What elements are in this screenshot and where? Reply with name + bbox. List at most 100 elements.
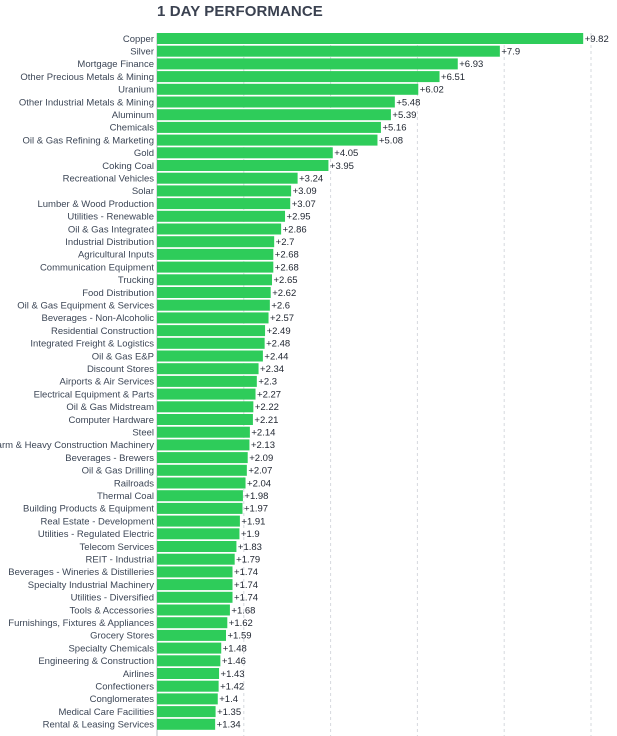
- bar[interactable]: [157, 642, 222, 654]
- bar[interactable]: [157, 109, 391, 121]
- bar[interactable]: [157, 363, 259, 375]
- value-label: +1.62: [229, 618, 253, 629]
- bar[interactable]: [157, 45, 500, 57]
- bar[interactable]: [157, 604, 230, 616]
- value-label: +1.79: [236, 555, 260, 566]
- bar[interactable]: [157, 566, 233, 578]
- value-label: +2.86: [283, 224, 307, 235]
- bar[interactable]: [157, 388, 256, 400]
- bar[interactable]: [157, 261, 274, 273]
- bar[interactable]: [157, 426, 250, 438]
- bar[interactable]: [157, 515, 240, 527]
- bar[interactable]: [157, 325, 266, 337]
- bar[interactable]: [157, 33, 584, 44]
- value-label: +2.34: [260, 364, 284, 375]
- bar[interactable]: [157, 528, 240, 540]
- bar[interactable]: [157, 617, 228, 629]
- bar[interactable]: [157, 185, 292, 197]
- value-label: +1.48: [223, 643, 247, 654]
- bar[interactable]: [157, 312, 269, 324]
- category-label: Electrical Equipment & Parts: [34, 389, 155, 400]
- bar[interactable]: [157, 706, 216, 718]
- value-label: +1.83: [238, 542, 262, 553]
- bar[interactable]: [157, 629, 227, 641]
- bar[interactable]: [157, 502, 243, 514]
- bar[interactable]: [157, 83, 419, 95]
- bar[interactable]: [157, 210, 286, 222]
- bar[interactable]: [157, 274, 273, 286]
- bar[interactable]: [157, 668, 220, 679]
- value-label: +2.6: [271, 301, 290, 312]
- bar[interactable]: [157, 693, 218, 705]
- bar[interactable]: [157, 147, 333, 159]
- category-label: Industrial Distribution: [65, 237, 154, 248]
- bar[interactable]: [157, 553, 235, 565]
- bar[interactable]: [157, 134, 378, 146]
- value-label: +1.34: [217, 720, 241, 731]
- value-label: +2.04: [247, 478, 271, 489]
- bar[interactable]: [157, 579, 233, 591]
- bar[interactable]: [157, 350, 263, 362]
- value-label: +2.14: [251, 428, 275, 439]
- bar[interactable]: [157, 375, 257, 387]
- bar[interactable]: [157, 299, 270, 311]
- category-label: Solar: [132, 186, 154, 197]
- bar[interactable]: [157, 477, 246, 489]
- category-label: Real Estate - Development: [40, 516, 154, 527]
- category-label: Airlines: [123, 669, 154, 680]
- value-label: +2.49: [267, 326, 291, 337]
- value-label: +1.4: [219, 694, 238, 705]
- bar[interactable]: [157, 490, 243, 502]
- bar[interactable]: [157, 58, 458, 70]
- value-label: +6.93: [459, 59, 483, 70]
- bar[interactable]: [157, 452, 248, 464]
- bar[interactable]: [157, 287, 271, 298]
- bar[interactable]: [157, 680, 219, 692]
- bar[interactable]: [157, 541, 237, 552]
- category-label: Trucking: [118, 275, 154, 286]
- category-label: Utilities - Diversified: [71, 593, 154, 604]
- value-label: +1.43: [221, 669, 245, 680]
- value-label: +1.97: [244, 504, 268, 515]
- bar[interactable]: [157, 198, 291, 210]
- bar[interactable]: [157, 172, 298, 184]
- value-label: +2.21: [254, 415, 278, 426]
- bar[interactable]: [157, 401, 254, 413]
- category-label: REIT - Industrial: [86, 555, 154, 566]
- bar[interactable]: [157, 655, 221, 667]
- category-label: Utilities - Regulated Electric: [38, 529, 154, 540]
- category-label: Oil & Gas Midstream: [66, 402, 154, 413]
- bar[interactable]: [157, 71, 440, 83]
- value-label: +3.07: [292, 199, 316, 210]
- bar[interactable]: [157, 337, 265, 349]
- value-label: +2.57: [270, 313, 294, 324]
- bar[interactable]: [157, 160, 329, 171]
- category-label: Steel: [132, 428, 154, 439]
- value-label: +2.68: [275, 262, 299, 273]
- bar[interactable]: [157, 718, 216, 730]
- category-label: Specialty Chemicals: [68, 643, 154, 654]
- category-label: Beverages - Non-Alcoholic: [42, 313, 155, 324]
- bar[interactable]: [157, 248, 274, 260]
- bar[interactable]: [157, 223, 282, 235]
- value-label: +6.02: [420, 85, 444, 96]
- value-label: +7.9: [501, 47, 520, 58]
- value-label: +3.24: [299, 174, 323, 185]
- bar[interactable]: [157, 591, 233, 603]
- category-label: Copper: [123, 34, 154, 45]
- bar[interactable]: [157, 464, 247, 476]
- category-label: Recreational Vehicles: [63, 174, 155, 185]
- chart-title: 1 DAY PERFORMANCE: [157, 3, 323, 20]
- category-label: Chemicals: [110, 123, 155, 134]
- bar[interactable]: [157, 414, 253, 425]
- category-label: Discount Stores: [87, 364, 154, 375]
- value-label: +1.91: [241, 516, 265, 527]
- bar[interactable]: [157, 121, 381, 133]
- bar[interactable]: [157, 96, 395, 108]
- bar[interactable]: [157, 236, 275, 248]
- category-label: Rental & Leasing Services: [43, 720, 155, 731]
- category-label: Agricultural Inputs: [78, 250, 154, 261]
- bar[interactable]: [157, 439, 250, 451]
- category-label: Other Precious Metals & Mining: [20, 72, 154, 83]
- value-label: +2.62: [272, 288, 296, 299]
